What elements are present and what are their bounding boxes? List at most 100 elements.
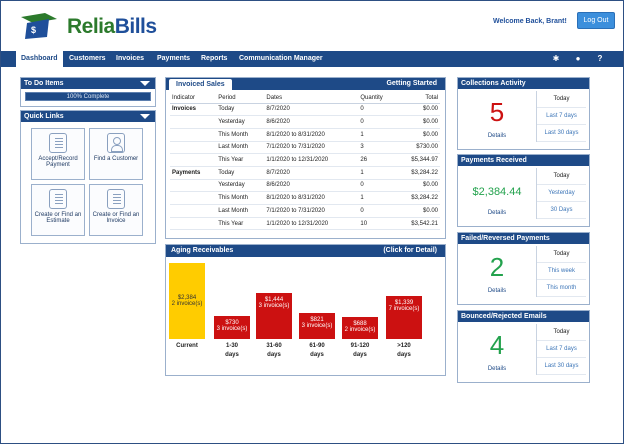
table-row: Last Month 7/1/2020 to 7/31/2020 3 $730.00: [170, 141, 440, 155]
quantity-cell: 1: [358, 191, 397, 205]
getting-started-link[interactable]: Getting Started: [386, 80, 437, 87]
table-row: This Month 8/1/2020 to 8/31/2020 1 $3,284.2…: [170, 191, 440, 205]
dates-cell: 1/1/2020 to 12/31/2020: [264, 217, 359, 231]
table-row: This Year 1/1/2020 to 12/31/2020 10 $3,542.…: [170, 217, 440, 231]
widget-value: 2: [489, 252, 505, 282]
period-option[interactable]: This week: [537, 263, 586, 280]
aging-receivables-panel[interactable]: Aging Receivables (Click for Detail) $2,…: [165, 244, 446, 376]
help-icon[interactable]: ?: [597, 54, 603, 63]
quick-link-label: Create or Find an: [92, 212, 140, 218]
aging-bar-amount: $688: [353, 321, 367, 327]
aging-bar-amount: $1,444: [264, 297, 284, 303]
period-option[interactable]: Today: [537, 91, 586, 108]
period-option[interactable]: Last 30 days: [537, 125, 586, 142]
collapse-chevron-icon[interactable]: [140, 81, 150, 86]
aging-bar-count: 3 invoice(s): [216, 326, 248, 332]
aging-chart: $2,384 2 invoice(s) Current $730 3 invoice(s…: [166, 257, 444, 375]
aging-bar-count: 3 invoice(s): [258, 303, 290, 309]
period-cell: This Month: [216, 191, 265, 205]
indicator-cell: [170, 128, 217, 142]
total-cell: $0.00: [396, 128, 440, 142]
quick-link-label: Estimate: [46, 218, 70, 224]
nav-payments[interactable]: Payments: [157, 55, 191, 62]
settings-gear-icon[interactable]: ✱: [552, 54, 560, 63]
widget-payments-received: Payments Received $2,384.44 Details Today Ye…: [457, 154, 590, 227]
quick-link-label: Find a Customer: [93, 156, 139, 162]
aging-bar-label-line: 31-60: [266, 343, 282, 349]
nav-invoices[interactable]: Invoices: [116, 55, 145, 62]
aging-detail-link[interactable]: (Click for Detail): [383, 247, 437, 254]
indicator-cell: [170, 217, 217, 231]
period-option[interactable]: Today: [537, 324, 586, 341]
period-cell: Yesterday: [216, 179, 265, 193]
indicator-cell: Payments: [170, 166, 217, 180]
quick-link-label: Invoice: [106, 218, 126, 224]
reliabills-logo[interactable]: $ ReliaBills: [19, 9, 157, 45]
aging-bar-count: 2 invoice(s): [171, 301, 203, 307]
aging-bar-count: 3 invoice(s): [301, 323, 333, 329]
table-row: Payments Today 8/7/2020 1 $3,284.22: [170, 166, 440, 180]
period-option[interactable]: This month: [537, 280, 586, 297]
logout-button[interactable]: Log Out: [577, 12, 615, 29]
collapse-chevron-icon[interactable]: [140, 114, 150, 119]
document-icon: [49, 189, 67, 209]
widget-period-options: Today Last 7 days Last 30 days: [536, 91, 586, 142]
nav-communication-manager[interactable]: Communication Manager: [239, 55, 323, 62]
nav-dashboard[interactable]: Dashboard: [15, 51, 64, 67]
widget-details-link[interactable]: Details: [487, 288, 507, 294]
total-cell: $0.00: [396, 204, 440, 218]
quick-link-invoice[interactable]: Create or Find an Invoice: [89, 184, 143, 236]
aging-bar-label-line: 91-120: [350, 343, 370, 349]
quick-link-label: Accept/Record: [38, 156, 78, 162]
period-option[interactable]: Yesterday: [537, 185, 586, 202]
dates-cell: 8/6/2020: [264, 179, 359, 193]
widget-collections-activity: Collections Activity 5 Details Today Last 7 …: [457, 77, 590, 150]
aging-bar[interactable]: $688 2 invoice(s): [342, 317, 378, 339]
quick-links-header[interactable]: Quick Links: [21, 111, 155, 122]
user-icon[interactable]: ●: [575, 54, 581, 63]
widget-details-link[interactable]: Details: [487, 366, 507, 372]
period-option[interactable]: Last 7 days: [537, 108, 586, 125]
aging-bar-label-line: days: [310, 352, 324, 358]
quick-link-estimate[interactable]: Create or Find an Estimate: [31, 184, 85, 236]
widget-bounced-rejected-emails: Bounced/Rejected Emails 4 Details Today Last…: [457, 310, 590, 383]
aging-bar-label-line: >120: [397, 343, 411, 349]
welcome-message: Welcome Back, Brant!: [493, 18, 567, 25]
aging-bar-amount: $730: [225, 320, 239, 326]
aging-bar[interactable]: $1,339 7 invoice(s): [386, 296, 422, 339]
aging-bar[interactable]: $2,384 2 invoice(s): [169, 263, 205, 339]
todo-header[interactable]: To Do Items: [21, 78, 155, 89]
nav-customers[interactable]: Customers: [69, 55, 106, 62]
indicator-cell: [170, 153, 217, 167]
quick-link-find-customer[interactable]: Find a Customer: [89, 128, 143, 180]
period-option[interactable]: Last 30 days: [537, 358, 586, 375]
logo-mark-icon: $: [21, 13, 57, 39]
period-cell: Last Month: [216, 204, 265, 218]
aging-title: Aging Receivables: [171, 247, 234, 254]
period-option[interactable]: 30 Days: [537, 202, 586, 219]
aging-bar-label-line: Current: [176, 343, 198, 349]
nav-reports[interactable]: Reports: [201, 55, 228, 62]
period-option[interactable]: Today: [537, 246, 586, 263]
document-icon: [107, 189, 125, 209]
tab-invoiced-sales[interactable]: Invoiced Sales: [169, 79, 232, 90]
dates-cell: 7/1/2020 to 7/31/2020: [264, 141, 359, 155]
quantity-cell: 0: [358, 115, 397, 129]
aging-bar[interactable]: $1,444 3 invoice(s): [256, 293, 292, 339]
main-nav: Dashboard Customers Invoices Payments Re…: [1, 51, 623, 67]
aging-bar[interactable]: $821 3 invoice(s): [299, 313, 335, 339]
aging-bar[interactable]: $730 3 invoice(s): [214, 316, 250, 339]
period-option[interactable]: Today: [537, 168, 586, 185]
quick-link-accept-payment[interactable]: Accept/Record Payment: [31, 128, 85, 180]
period-option[interactable]: Last 7 days: [537, 341, 586, 358]
quick-links-title: Quick Links: [24, 113, 64, 120]
aging-bar-label-line: days: [397, 352, 411, 358]
total-cell: $0.00: [396, 115, 440, 129]
widget-details-link[interactable]: Details: [487, 133, 507, 139]
widget-period-options: Today This week This month: [536, 246, 586, 297]
table-row: Yesterday 8/6/2020 0 $0.00: [170, 115, 440, 129]
indicator-cell: Invoices: [170, 103, 217, 117]
period-cell: Today: [216, 166, 265, 180]
widget-details-link[interactable]: Details: [487, 210, 507, 216]
quantity-cell: 10: [358, 217, 397, 231]
